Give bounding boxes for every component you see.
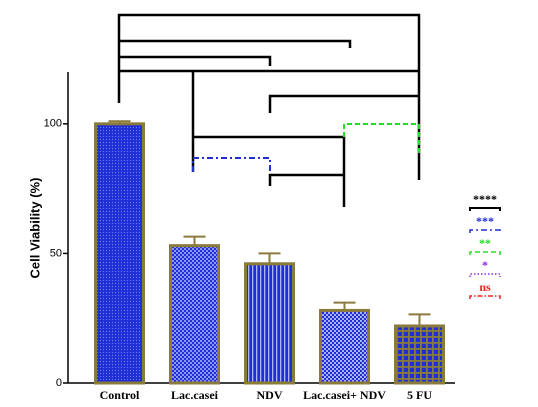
y-tick-label: 100 — [44, 118, 62, 130]
legend-bracket — [469, 251, 501, 255]
legend-label: *** — [476, 214, 494, 228]
x-tick-label: Lac.casei+ NDV — [303, 388, 386, 402]
error-bar — [408, 313, 431, 326]
x-tick-label: Control — [100, 388, 140, 402]
y-tick-label: 50 — [50, 247, 62, 259]
x-tick-label: 5 FU — [407, 388, 432, 402]
y-axis-label: Cell Viability (%) — [27, 178, 42, 279]
legend-bracket — [469, 273, 501, 277]
x-tick-label: NDV — [257, 388, 283, 402]
legend-label: **** — [473, 192, 497, 206]
legend-label: ns — [479, 280, 491, 294]
y-tick-label: 0 — [56, 377, 62, 389]
significance-brackets — [117, 13, 421, 207]
bar — [244, 262, 295, 385]
legend-label: * — [482, 258, 488, 272]
bar — [319, 308, 370, 385]
bar — [169, 244, 220, 385]
error-bar — [183, 235, 206, 246]
x-tick-label: Lac.casei — [171, 388, 219, 402]
error-bar — [108, 120, 131, 124]
bar — [94, 122, 145, 385]
error-bar — [333, 301, 356, 311]
bar — [394, 324, 445, 385]
legend-label: ** — [479, 236, 491, 250]
legend-bracket — [469, 207, 501, 211]
error-bar — [258, 252, 281, 264]
legend-bracket — [469, 295, 501, 299]
legend-bracket — [469, 229, 501, 233]
